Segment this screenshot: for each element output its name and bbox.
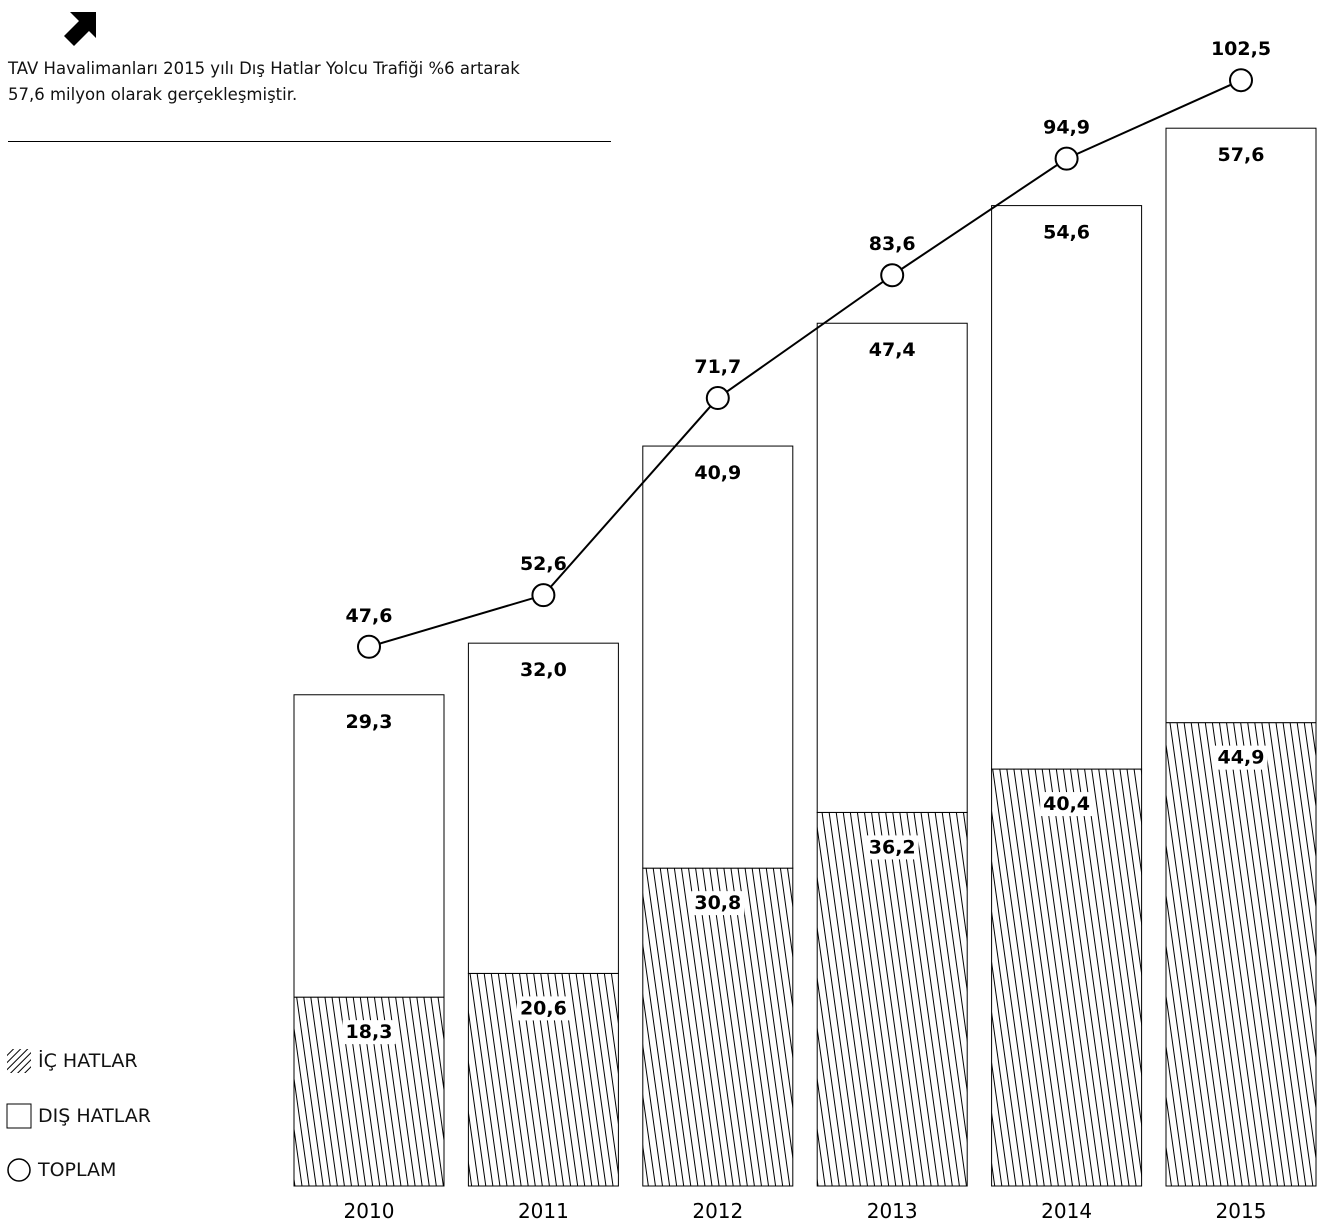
x-tick-2014: 2014 bbox=[1041, 1199, 1092, 1223]
label-total-2012: 71,7 bbox=[694, 356, 741, 378]
x-tick-2015: 2015 bbox=[1216, 1199, 1267, 1223]
label-international-2011: 32,0 bbox=[520, 659, 567, 681]
label-bg-domestic-2013 bbox=[865, 835, 919, 860]
label-total-2010: 47,6 bbox=[346, 605, 393, 627]
divider bbox=[8, 141, 611, 142]
circle-swatch-icon bbox=[7, 1158, 31, 1182]
label-international-2010: 29,3 bbox=[346, 711, 393, 733]
arrow-up-right-icon bbox=[64, 12, 96, 46]
legend-item-international: DIŞ HATLAR bbox=[6, 1103, 151, 1129]
label-domestic-2015: 44,9 bbox=[1218, 747, 1265, 769]
bar-domestic-2015 bbox=[1165, 722, 1317, 1187]
hatch-swatch-icon bbox=[7, 1049, 31, 1073]
total-point-2012 bbox=[705, 386, 730, 411]
bar-international-2011 bbox=[467, 642, 619, 974]
label-total-2013: 83,6 bbox=[869, 233, 916, 255]
legend-label-total: TOPLAM bbox=[38, 1159, 117, 1181]
bar-international-2013 bbox=[816, 322, 968, 813]
total-point-2011 bbox=[531, 583, 556, 608]
label-total-2011: 52,6 bbox=[520, 553, 567, 575]
label-domestic-2011: 20,6 bbox=[520, 997, 567, 1019]
label-domestic-2013: 36,2 bbox=[869, 836, 916, 858]
label-domestic-2010: 18,3 bbox=[346, 1021, 393, 1043]
x-tick-2013: 2013 bbox=[867, 1199, 918, 1223]
label-domestic-2012: 30,8 bbox=[694, 892, 741, 914]
x-tick-2010: 2010 bbox=[344, 1199, 395, 1223]
label-international-2013: 47,4 bbox=[869, 339, 916, 361]
total-point-2015 bbox=[1229, 68, 1253, 93]
label-domestic-2014: 40,4 bbox=[1043, 793, 1090, 815]
bar-international-2012 bbox=[642, 445, 794, 869]
legend-item-total: TOPLAM bbox=[6, 1157, 116, 1183]
bars-group bbox=[293, 127, 1317, 1187]
total-line-group bbox=[357, 68, 1253, 659]
legend-label-domestic: İÇ HATLAR bbox=[38, 1050, 138, 1072]
subtitle-line-2: 57,6 milyon olarak gerçekleşmiştir. bbox=[8, 85, 298, 104]
chart-subtitle: TAV Havalimanları 2015 yılı Dış Hatlar Y… bbox=[8, 56, 608, 108]
label-bg-domestic-2015 bbox=[1214, 745, 1268, 770]
bar-domestic-2013 bbox=[816, 811, 968, 1187]
total-line bbox=[368, 79, 1242, 648]
legend-label-international: DIŞ HATLAR bbox=[38, 1105, 151, 1127]
label-international-2012: 40,9 bbox=[694, 462, 741, 484]
total-point-2013 bbox=[880, 263, 905, 288]
label-international-2015: 57,6 bbox=[1218, 144, 1265, 166]
total-point-2010 bbox=[357, 634, 381, 659]
label-international-2014: 54,6 bbox=[1043, 222, 1090, 244]
label-total-2014: 94,9 bbox=[1043, 117, 1090, 139]
labels-group: 18,3 29,3 2010 20,6 32,0 2011 30,8 40,9 2012 36,2… bbox=[342, 38, 1271, 1223]
label-bg-domestic-2012 bbox=[691, 891, 745, 916]
bar-domestic-2012 bbox=[642, 867, 794, 1187]
bar-international-2014 bbox=[991, 205, 1143, 770]
total-point-2014 bbox=[1054, 146, 1079, 171]
label-bg-domestic-2011 bbox=[516, 996, 570, 1021]
bar-international-2010 bbox=[293, 694, 445, 998]
square-swatch-icon bbox=[6, 1103, 32, 1129]
bar-international-2015 bbox=[1165, 127, 1317, 724]
x-tick-2011: 2011 bbox=[518, 1199, 569, 1223]
label-bg-domestic-2010 bbox=[342, 1020, 396, 1045]
bar-domestic-2014 bbox=[991, 768, 1143, 1187]
subtitle-line-1: TAV Havalimanları 2015 yılı Dış Hatlar Y… bbox=[8, 59, 520, 78]
label-bg-domestic-2014 bbox=[1040, 792, 1094, 817]
label-total-2015: 102,5 bbox=[1211, 38, 1271, 60]
x-tick-2012: 2012 bbox=[692, 1199, 743, 1223]
legend-item-domestic: İÇ HATLAR bbox=[6, 1048, 138, 1074]
